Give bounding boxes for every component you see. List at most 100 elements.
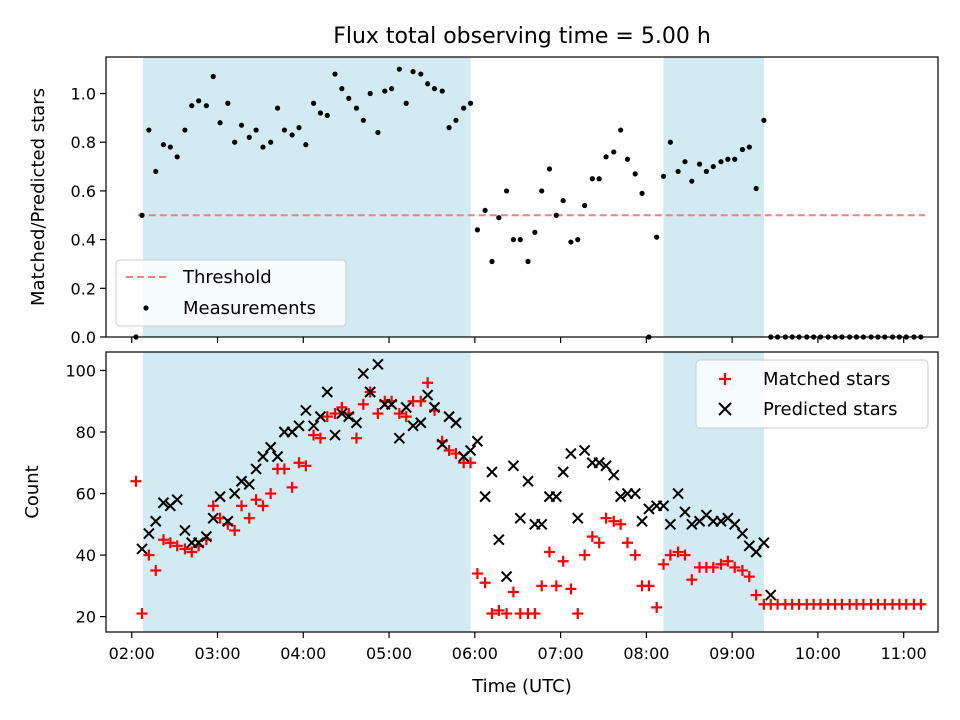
- measurement-point: [289, 132, 295, 138]
- top-y-axis-ticks: 0.0 0.2 0.4 0.6 0.8 1.0: [71, 85, 106, 347]
- predicted-star-point: [536, 518, 548, 531]
- measurement-point: [503, 188, 510, 194]
- matched-star-point: [150, 564, 162, 576]
- measurement-point: [274, 105, 281, 111]
- matched-star-point: [593, 537, 605, 549]
- predicted-star-point: [507, 460, 520, 472]
- predicted-star-point: [200, 530, 213, 543]
- top-y-axis-label: Matched/Predicted stars: [28, 88, 49, 306]
- predicted-star-point: [593, 457, 605, 469]
- measurement-point: [482, 207, 488, 213]
- predicted-star-point: [428, 401, 441, 414]
- measurement-point: [389, 86, 395, 92]
- matched-star-point: [143, 549, 155, 561]
- x-axis-label: Time (UTC): [471, 676, 572, 697]
- predicted-star-point: [657, 500, 670, 512]
- y-tick-label: 80: [76, 423, 96, 442]
- matched-star-point: [400, 411, 412, 423]
- measurement-point: [346, 95, 352, 101]
- predicted-star-point: [479, 490, 491, 503]
- measurement-point: [746, 144, 752, 150]
- matched-star-point: [572, 608, 584, 620]
- measurement-point: [739, 146, 746, 153]
- measurement-point: [439, 88, 445, 94]
- predicted-star-point: [257, 450, 269, 463]
- measurement-point: [467, 100, 474, 106]
- predicted-star-point: [243, 478, 255, 491]
- measurement-point: [496, 215, 502, 221]
- matched-star-point: [443, 444, 455, 456]
- matched-star-point: [250, 494, 262, 506]
- measurement-point: [139, 212, 145, 218]
- measurements-legend-marker: [143, 305, 149, 311]
- predicted-star-point: [400, 401, 412, 414]
- matched-star-point: [157, 534, 169, 546]
- predicted-star-point: [228, 487, 241, 500]
- predicted-star-point: [608, 469, 620, 481]
- measurement-point: [410, 69, 416, 75]
- matched-star-point: [651, 601, 663, 613]
- measurement-point: [553, 212, 559, 218]
- predicted-star-point: [643, 503, 655, 515]
- matched-star-point: [722, 555, 734, 567]
- predicted-star-point: [271, 450, 284, 463]
- predicted-star-point: [614, 490, 627, 503]
- measurement-point: [682, 159, 688, 165]
- predicted-star-point: [235, 475, 248, 487]
- predicted-star-point: [150, 515, 162, 527]
- predicted-star-point: [192, 537, 205, 549]
- matched-star-point: [501, 608, 513, 620]
- x-tick-label: 11:00: [881, 644, 927, 663]
- measurement-point: [268, 139, 274, 145]
- predicted-star-point: [415, 417, 427, 429]
- predicted-star-point: [672, 487, 684, 500]
- matched-star-point: [422, 377, 434, 389]
- matched-star-point: [465, 457, 477, 469]
- measurement-point: [403, 100, 409, 106]
- matched-star-point: [265, 488, 277, 500]
- count-series: [130, 358, 927, 620]
- matched-star-point: [278, 463, 290, 475]
- bottom-panel-counts: 20 40 60 80 100 02:00 03:00 04:00 05:00 06:00 07:…: [22, 351, 939, 697]
- matched-star-point: [608, 515, 620, 527]
- predicted-star-point: [493, 533, 505, 546]
- predicted-star-point: [214, 490, 226, 503]
- matched-star-point: [186, 546, 198, 558]
- predicted-star-point: [450, 417, 462, 429]
- predicted-star-point: [664, 518, 677, 531]
- measurement-point: [703, 168, 710, 175]
- top-panel-ratio: 0.0 0.2 0.4 0.6 0.8 1.0 Matched/Predicted sta…: [28, 56, 939, 347]
- measurement-point: [431, 86, 438, 92]
- matched-star-point: [565, 583, 577, 595]
- measurement-point: [303, 142, 309, 148]
- predicted-star-point: [300, 404, 312, 417]
- top-legend: Threshold Measurements: [115, 259, 347, 327]
- measurement-point: [461, 105, 467, 111]
- predicted-star-point: [293, 420, 305, 432]
- measurement-point: [489, 258, 495, 265]
- measurement-point: [474, 227, 480, 233]
- matched-star-point: [715, 558, 727, 570]
- matched-star-point: [629, 549, 641, 561]
- measurement-point: [611, 149, 617, 155]
- matched-star-point: [321, 411, 333, 423]
- predicted-star-point: [343, 410, 355, 423]
- y-tick-label: 1.0: [71, 85, 96, 104]
- measurement-point: [210, 73, 216, 80]
- predicted-star-point: [758, 537, 770, 549]
- measurements-legend-label: Measurements: [183, 298, 316, 319]
- measurement-point: [310, 100, 317, 106]
- measurement-point: [238, 122, 245, 128]
- measurement-point: [425, 81, 431, 87]
- measurement-point: [296, 125, 302, 131]
- measurement-point: [689, 178, 695, 184]
- matched-star-point: [207, 500, 219, 512]
- predicted-star-point: [143, 527, 155, 540]
- measurement-point: [253, 127, 259, 133]
- measurement-point: [660, 173, 667, 179]
- matched-star-point: [915, 598, 927, 610]
- matched-star-point: [507, 586, 519, 598]
- predicted-star-point: [464, 444, 477, 457]
- x-tick-label: 08:00: [623, 644, 669, 663]
- measurement-point: [732, 156, 738, 162]
